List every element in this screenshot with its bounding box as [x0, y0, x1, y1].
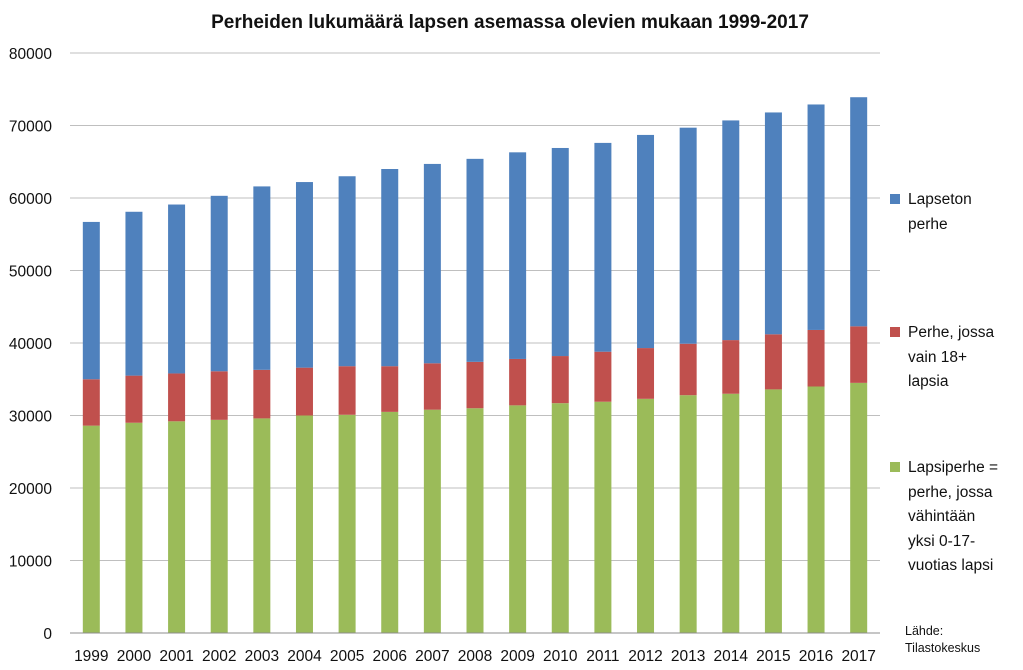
- x-tick-label: 2012: [628, 648, 662, 665]
- legend-label-lapsiperhe: Lapsiperhe = perhe, jossa vähintään yksi…: [908, 459, 999, 574]
- bar-segment: [253, 369, 271, 419]
- legend-swatch-vain-18: [890, 327, 900, 337]
- y-tick-label: 50000: [9, 264, 52, 281]
- bar-segment: [338, 366, 356, 415]
- bar-segment: [551, 403, 569, 633]
- x-tick-label: 2006: [372, 648, 406, 665]
- bar-segment: [764, 334, 782, 390]
- x-tick-label: 2007: [415, 648, 449, 665]
- bar-segment: [381, 366, 399, 412]
- bar-segment: [594, 401, 612, 633]
- y-tick-label: 0: [43, 626, 52, 643]
- bar-segment: [509, 152, 527, 359]
- bar-segment: [338, 414, 356, 633]
- bar-segment: [253, 186, 271, 370]
- bar-segment: [594, 351, 612, 402]
- bar-segment: [423, 363, 441, 410]
- bar-segment: [381, 411, 399, 633]
- x-tick-label: 1999: [74, 648, 108, 665]
- bar-segment: [338, 176, 356, 367]
- bar-segment: [466, 158, 484, 362]
- bar-segment: [125, 211, 143, 376]
- bar-segment: [295, 415, 313, 633]
- bar-segment: [679, 395, 697, 633]
- bar-segment: [168, 421, 186, 633]
- bar-segment: [82, 221, 100, 380]
- x-tick-label: 2016: [799, 648, 833, 665]
- bar-segment: [509, 358, 527, 406]
- bar-segment: [679, 127, 697, 344]
- bar-segment: [168, 373, 186, 422]
- bar-segment: [82, 425, 100, 633]
- x-tick-label: 2014: [714, 648, 749, 665]
- x-tick-label: 2001: [159, 648, 193, 665]
- x-tick-label: 2015: [756, 648, 790, 665]
- bar-segment: [381, 169, 399, 367]
- bar-segment: [850, 382, 868, 633]
- y-tick-label: 10000: [9, 554, 52, 571]
- y-tick-label: 30000: [9, 409, 52, 426]
- bar-segment: [423, 409, 441, 633]
- bar-segment: [551, 356, 569, 404]
- x-tick-label: 2005: [330, 648, 364, 665]
- legend-swatch-lapsiperhe: [890, 462, 900, 472]
- bar-segment: [210, 195, 228, 372]
- y-tick-label: 60000: [9, 191, 52, 208]
- bar-segment: [722, 393, 740, 633]
- x-tick-label: 2002: [202, 648, 236, 665]
- bar-segment: [210, 371, 228, 420]
- bar-segment: [125, 375, 143, 423]
- x-tick-label: 2017: [841, 648, 875, 665]
- bar-segment: [637, 348, 655, 399]
- chart-title: Perheiden lukumäärä lapsen asemassa olev…: [211, 12, 809, 33]
- bar-segment: [210, 419, 228, 633]
- bar-segment: [722, 120, 740, 341]
- bar-segment: [807, 386, 825, 633]
- bar-segment: [168, 204, 186, 374]
- bar-segment: [679, 343, 697, 396]
- bar-segment: [637, 134, 655, 349]
- bar-segment: [850, 326, 868, 383]
- bar-segment: [807, 329, 825, 387]
- bar-segment: [722, 340, 740, 394]
- legend-label-vain-18: Perhe, jossa vain 18+ lapsia: [908, 324, 995, 390]
- x-tick-label: 2010: [543, 648, 578, 665]
- x-tick-label: 2000: [117, 648, 152, 665]
- x-tick-label: 2009: [500, 648, 534, 665]
- bar-segment: [295, 367, 313, 416]
- bar-segment: [551, 147, 569, 357]
- legend-label-lapseton: Lapseton perhe: [908, 191, 972, 233]
- legend-swatch-lapseton: [890, 194, 900, 204]
- bar-segment: [423, 163, 441, 364]
- bar-segment: [637, 398, 655, 633]
- x-tick-label: 2011: [586, 648, 619, 665]
- bar-segment: [466, 408, 484, 633]
- bar-segment: [125, 422, 143, 633]
- bar-segment: [594, 142, 612, 352]
- x-tick-label: 2013: [671, 648, 705, 665]
- x-tick-label: 2003: [245, 648, 279, 665]
- y-tick-label: 70000: [9, 119, 52, 136]
- bar-segment: [253, 418, 271, 633]
- y-tick-label: 80000: [9, 46, 52, 63]
- bar-segment: [764, 389, 782, 633]
- y-tick-label: 20000: [9, 481, 52, 498]
- bar-segment: [82, 379, 100, 426]
- y-tick-label: 40000: [9, 336, 52, 353]
- bar-segment: [295, 182, 313, 368]
- source-note: Lähde: Tilastokeskus: [905, 624, 981, 655]
- bar-segment: [850, 97, 868, 327]
- bar-segment: [807, 104, 825, 330]
- x-tick-label: 2008: [458, 648, 492, 665]
- bar-segment: [764, 112, 782, 335]
- bar-segment: [509, 405, 527, 633]
- x-tick-label: 2004: [287, 648, 322, 665]
- bar-segment: [466, 361, 484, 409]
